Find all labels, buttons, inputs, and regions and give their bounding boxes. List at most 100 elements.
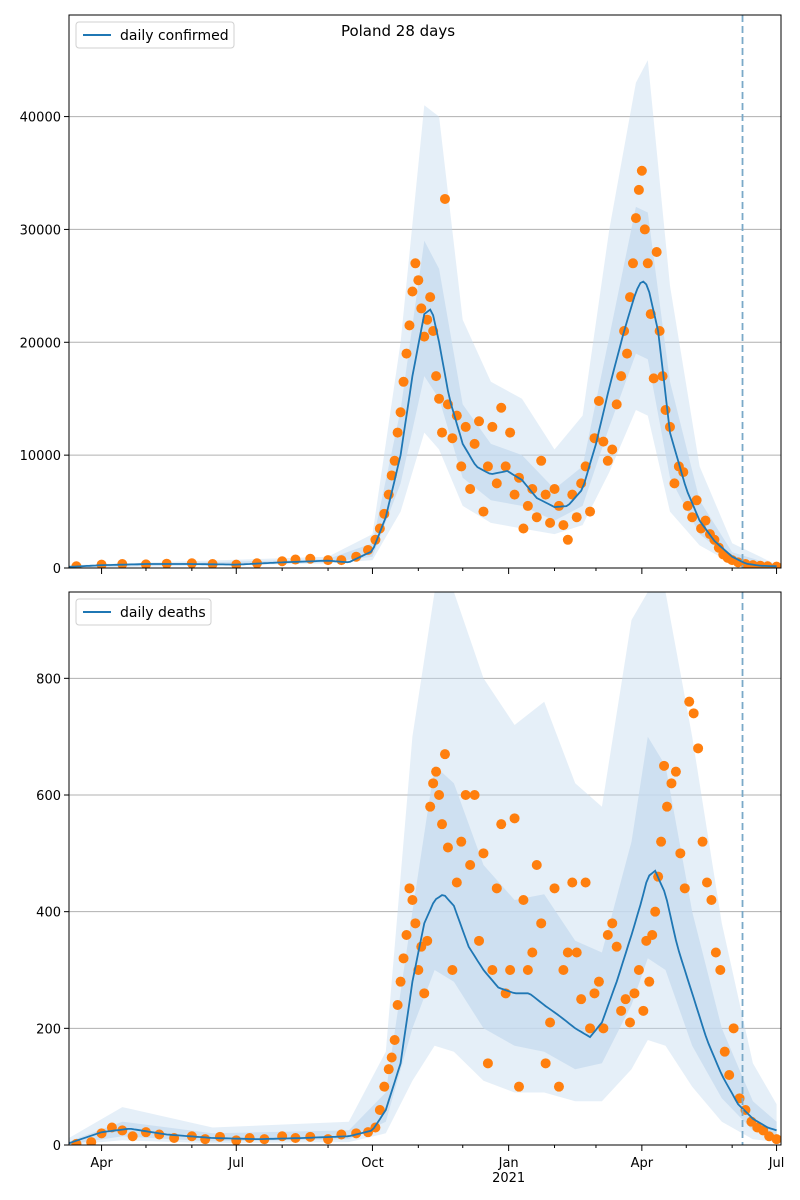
- deaths-observed-point: [392, 1000, 403, 1010]
- deaths-observed-point: [684, 696, 695, 707]
- deaths-observed-point: [638, 1005, 649, 1016]
- deaths-observed-point: [620, 994, 631, 1005]
- deaths-plot-frame: [68, 591, 782, 1146]
- deaths-observed-point: [567, 877, 578, 888]
- deaths-xtick-label-0: Apr: [90, 1156, 113, 1171]
- deaths-observed-point: [474, 935, 485, 946]
- confirmed-legend: daily confirmed: [75, 21, 235, 49]
- deaths-observed-point: [437, 819, 448, 830]
- confirmed-observed-point: [469, 438, 480, 449]
- deaths-observed-point: [562, 947, 573, 958]
- confirmed-observed-point: [593, 395, 604, 406]
- confirmed-observed-point: [447, 433, 458, 444]
- deaths-observed-point: [607, 918, 618, 929]
- confirmed-observed-point: [691, 495, 702, 506]
- confirmed-observed-point: [487, 421, 498, 432]
- confirmed-observed-point: [439, 193, 450, 204]
- confirmed-observed-point: [642, 258, 653, 269]
- deaths-observed-point: [549, 883, 560, 894]
- confirmed-observed-point: [627, 258, 638, 269]
- deaths-observed-point: [383, 1064, 394, 1075]
- confirmed-observed-point: [117, 559, 128, 568]
- deaths-observed-point: [576, 994, 587, 1005]
- confirmed-observed-point: [630, 213, 641, 224]
- confirmed-observed-point: [633, 184, 644, 195]
- deaths-observed-point: [389, 1035, 400, 1045]
- confirmed-panel: 0 10000 20000 30000 40000 daily confirmed Po…: [20, 14, 782, 577]
- confirmed-ytick-label-2: 20000: [20, 336, 61, 351]
- confirmed-observed-point: [636, 165, 647, 176]
- deaths-mean-line: [69, 869, 777, 1145]
- confirmed-observed-point: [648, 373, 659, 384]
- confirmed-ytick-label-3: 30000: [20, 223, 61, 238]
- deaths-observed-point: [644, 976, 655, 987]
- confirmed-observed-point: [545, 517, 556, 528]
- deaths-xtick-label-4: Apr: [631, 1156, 654, 1171]
- confirmed-observed-point: [602, 455, 613, 466]
- confirmed-observed-point: [478, 506, 489, 517]
- deaths-observed-point: [647, 930, 658, 940]
- confirmed-observed-point: [474, 416, 485, 427]
- deaths-observed-point: [509, 813, 520, 824]
- confirmed-observed-point: [654, 326, 665, 336]
- deaths-xtick-label-3: Jan: [498, 1156, 519, 1171]
- confirmed-observed-point: [398, 376, 409, 387]
- deaths-observed-point: [404, 883, 415, 894]
- deaths-observed-point: [407, 895, 418, 905]
- deaths-observed-point: [531, 860, 542, 870]
- confirmed-observed-point: [434, 393, 445, 404]
- deaths-observed-point: [428, 778, 439, 789]
- deaths-observed-point: [491, 883, 502, 894]
- deaths-observed-point: [580, 877, 591, 888]
- deaths-observed-point: [505, 965, 516, 975]
- deaths-observed-point: [540, 1058, 551, 1069]
- confirmed-observed-point: [416, 303, 427, 314]
- deaths-observed-point: [585, 1023, 596, 1034]
- deaths-observed-point: [633, 965, 644, 975]
- confirmed-observed-point: [465, 484, 476, 494]
- confirmed-observed-point: [682, 500, 693, 511]
- deaths-observed-point: [571, 947, 582, 958]
- deaths-observed-point: [659, 760, 670, 771]
- confirmed-observed-point: [536, 455, 547, 466]
- deaths-observed-point: [434, 790, 445, 800]
- deaths-observed-point: [410, 918, 421, 929]
- deaths-observed-point: [724, 1070, 735, 1080]
- confirmed-observed-point: [509, 489, 520, 500]
- confirmed-observed-point: [437, 427, 448, 438]
- confirmed-observed-point: [425, 292, 436, 303]
- deaths-ytick-label-3: 600: [36, 789, 61, 804]
- deaths-y-axis: 0 200 400 600 800: [36, 672, 69, 1154]
- confirmed-observed-point: [651, 247, 662, 257]
- deaths-observed-point: [200, 1134, 211, 1145]
- deaths-observed-point: [431, 766, 442, 777]
- deaths-observed-point: [244, 1133, 255, 1143]
- deaths-observed-point: [401, 930, 412, 940]
- confirmed-observed-point: [549, 484, 560, 494]
- confirmed-observed-point: [598, 436, 609, 447]
- confirmed-observed-point: [395, 407, 406, 418]
- confirmed-observed-point: [669, 478, 680, 489]
- confirmed-legend-box: [75, 21, 235, 49]
- confirmed-plot-frame: [68, 14, 782, 569]
- confirmed-legend-label: daily confirmed: [120, 28, 229, 44]
- confirmed-observed-point: [527, 484, 538, 494]
- deaths-observed-point: [593, 976, 604, 987]
- deaths-observed-point: [553, 1081, 564, 1092]
- deaths-observed-point: [447, 965, 458, 975]
- deaths-legend-label: daily deaths: [120, 605, 206, 621]
- confirmed-mean-line: [69, 280, 777, 568]
- deaths-observed-point: [706, 895, 717, 905]
- deaths-observed-point: [625, 1017, 636, 1028]
- deaths-xtick-label-5: Jul: [768, 1156, 785, 1171]
- confirmed-observed-points: [71, 165, 781, 568]
- deaths-observed-point: [589, 988, 600, 999]
- deaths-ytick-label-2: 400: [36, 906, 61, 921]
- confirmed-observed-point: [407, 286, 418, 297]
- deaths-observed-point: [522, 965, 533, 975]
- confirmed-observed-point: [500, 461, 511, 472]
- confirmed-observed-point: [518, 523, 529, 534]
